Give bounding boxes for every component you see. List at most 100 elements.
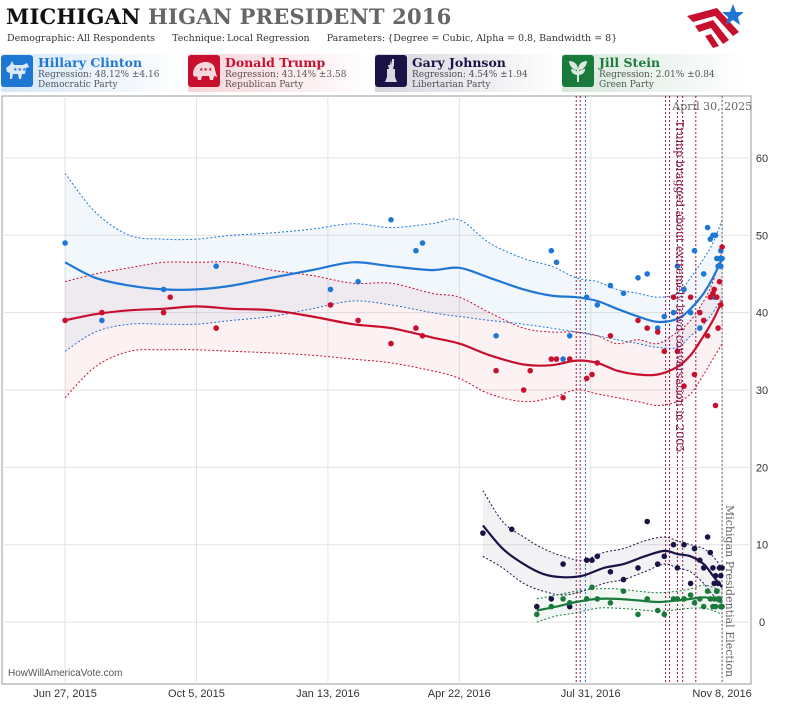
hillary-clinton-poll-point[interactable] — [620, 290, 627, 297]
donald-trump-poll-point[interactable] — [691, 371, 698, 378]
donald-trump-poll-point[interactable] — [716, 278, 723, 285]
gary-johnson-poll-point[interactable] — [710, 565, 716, 571]
donald-trump-poll-point[interactable] — [160, 309, 167, 316]
gary-johnson-poll-point[interactable] — [711, 580, 717, 587]
donald-trump-poll-point[interactable] — [719, 244, 725, 250]
hillary-clinton-poll-point[interactable] — [213, 263, 219, 270]
gary-johnson-poll-point[interactable] — [681, 541, 687, 548]
hillary-clinton-poll-point[interactable] — [715, 263, 721, 270]
donald-trump-poll-point[interactable] — [714, 294, 720, 301]
hillary-clinton-poll-point[interactable] — [654, 325, 661, 331]
jill-stein-poll-point[interactable] — [644, 596, 650, 602]
hillary-clinton-poll-point[interactable] — [644, 271, 650, 277]
jill-stein-poll-point[interactable] — [716, 596, 723, 602]
jill-stein-poll-point[interactable] — [712, 603, 719, 610]
donald-trump-poll-point[interactable] — [594, 360, 601, 366]
gary-johnson-poll-point[interactable] — [670, 541, 677, 548]
hillary-clinton-poll-point[interactable] — [355, 278, 361, 285]
donald-trump-poll-point[interactable] — [710, 290, 716, 297]
gary-johnson-poll-point[interactable] — [480, 530, 486, 536]
gary-johnson-poll-point[interactable] — [704, 534, 711, 540]
jill-stein-poll-point[interactable] — [674, 596, 681, 602]
donald-trump-poll-point[interactable] — [607, 333, 614, 339]
gary-johnson-poll-point[interactable] — [620, 576, 627, 583]
gary-johnson-poll-point[interactable] — [635, 565, 641, 571]
donald-trump-poll-point[interactable] — [635, 317, 641, 324]
donald-trump-poll-point[interactable] — [413, 325, 419, 331]
gary-johnson-poll-point[interactable] — [594, 553, 601, 560]
gary-johnson-poll-point[interactable] — [687, 580, 694, 587]
hillary-clinton-poll-point[interactable] — [691, 247, 698, 254]
gary-johnson-poll-point[interactable] — [583, 557, 590, 563]
jill-stein-poll-point[interactable] — [687, 592, 694, 598]
donald-trump-poll-point[interactable] — [62, 317, 68, 324]
donald-trump-poll-point[interactable] — [553, 356, 560, 362]
hillary-clinton-poll-point[interactable] — [413, 247, 419, 254]
donald-trump-poll-point[interactable] — [661, 348, 668, 355]
donald-trump-poll-point[interactable] — [715, 325, 721, 331]
gary-johnson-poll-point[interactable] — [697, 557, 703, 563]
hillary-clinton-poll-point[interactable] — [419, 240, 426, 246]
jill-stein-poll-point[interactable] — [534, 611, 540, 618]
hillary-clinton-poll-point[interactable] — [670, 309, 677, 316]
gary-johnson-poll-point[interactable] — [674, 565, 681, 571]
jill-stein-poll-point[interactable] — [700, 603, 707, 610]
hillary-clinton-poll-point[interactable] — [710, 232, 716, 239]
hillary-clinton-poll-point[interactable] — [566, 333, 573, 339]
gary-johnson-poll-point[interactable] — [715, 580, 721, 587]
donald-trump-poll-point[interactable] — [493, 367, 499, 374]
hillary-clinton-poll-point[interactable] — [674, 263, 681, 270]
hillary-clinton-poll-point[interactable] — [553, 259, 560, 266]
hillary-clinton-poll-point[interactable] — [388, 217, 394, 223]
donald-trump-poll-point[interactable] — [697, 309, 703, 316]
hillary-clinton-poll-point[interactable] — [635, 275, 641, 281]
jill-stein-poll-point[interactable] — [589, 584, 595, 591]
gary-johnson-poll-point[interactable] — [509, 526, 515, 533]
jill-stein-poll-point[interactable] — [560, 596, 566, 602]
donald-trump-poll-point[interactable] — [566, 356, 573, 362]
jill-stein-poll-point[interactable] — [654, 607, 661, 614]
jill-stein-poll-point[interactable] — [594, 596, 601, 602]
hillary-clinton-poll-point[interactable] — [493, 333, 499, 339]
hillary-clinton-poll-point[interactable] — [607, 282, 614, 289]
donald-trump-poll-point[interactable] — [560, 394, 566, 401]
gary-johnson-poll-point[interactable] — [714, 588, 720, 594]
jill-stein-poll-point[interactable] — [691, 600, 698, 606]
legend-gary-johnson[interactable]: Gary Johnson Regression: 4.54% ±1.94 Lib… — [374, 53, 560, 91]
hillary-clinton-poll-point[interactable] — [712, 232, 719, 239]
gary-johnson-poll-point[interactable] — [560, 561, 566, 567]
hillary-clinton-poll-point[interactable] — [560, 356, 566, 362]
hillary-clinton-poll-point[interactable] — [160, 286, 167, 293]
hillary-clinton-poll-point[interactable] — [711, 294, 717, 301]
donald-trump-poll-point[interactable] — [327, 302, 334, 308]
donald-trump-poll-point[interactable] — [707, 294, 714, 301]
jill-stein-poll-point[interactable] — [715, 596, 721, 602]
donald-trump-poll-point[interactable] — [388, 340, 394, 347]
donald-trump-poll-point[interactable] — [548, 356, 555, 362]
donald-trump-poll-point[interactable] — [718, 302, 724, 308]
jill-stein-poll-point[interactable] — [661, 611, 668, 618]
gary-johnson-poll-point[interactable] — [691, 545, 698, 552]
jill-stein-poll-point[interactable] — [714, 588, 720, 594]
gary-johnson-poll-point[interactable] — [718, 572, 724, 579]
gary-johnson-poll-point[interactable] — [534, 603, 540, 610]
gary-johnson-poll-point[interactable] — [712, 572, 719, 579]
hillary-clinton-poll-point[interactable] — [594, 302, 601, 308]
gary-johnson-poll-point[interactable] — [589, 557, 595, 563]
jill-stein-poll-point[interactable] — [566, 600, 573, 606]
hillary-clinton-poll-point[interactable] — [327, 286, 334, 293]
gary-johnson-poll-point[interactable] — [661, 553, 668, 560]
gary-johnson-poll-point[interactable] — [566, 603, 573, 610]
donald-trump-poll-point[interactable] — [527, 367, 533, 374]
hillary-clinton-poll-point[interactable] — [719, 255, 725, 262]
legend-jill-stein[interactable]: Jill Stein Regression: 2.01% ±0.84 Green… — [561, 53, 747, 91]
jill-stein-poll-point[interactable] — [620, 588, 627, 594]
jill-stein-poll-point[interactable] — [670, 596, 677, 602]
hillary-clinton-poll-point[interactable] — [548, 247, 555, 254]
donald-trump-poll-point[interactable] — [589, 371, 595, 378]
donald-trump-poll-point[interactable] — [681, 383, 687, 389]
jill-stein-poll-point[interactable] — [607, 600, 614, 606]
donald-trump-poll-point[interactable] — [583, 375, 590, 382]
jill-stein-poll-point[interactable] — [718, 603, 724, 610]
jill-stein-poll-point[interactable] — [711, 596, 717, 602]
